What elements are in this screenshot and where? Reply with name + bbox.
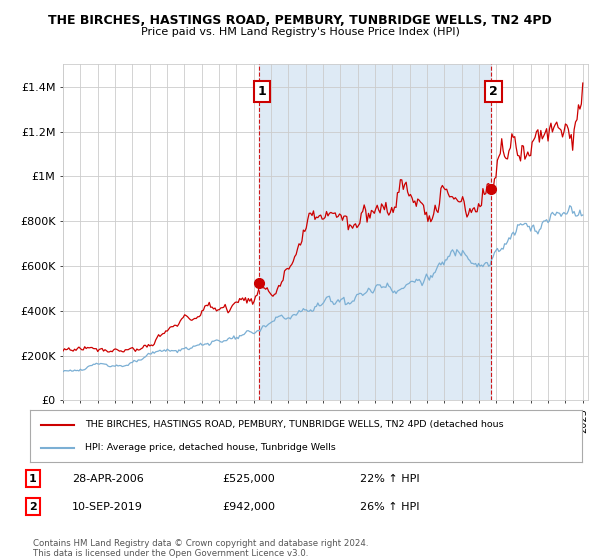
- Text: 22% ↑ HPI: 22% ↑ HPI: [360, 474, 419, 484]
- Text: THE BIRCHES, HASTINGS ROAD, PEMBURY, TUNBRIDGE WELLS, TN2 4PD (detached hous: THE BIRCHES, HASTINGS ROAD, PEMBURY, TUN…: [85, 421, 504, 430]
- Bar: [259, 64, 491, 400]
- Text: 2: 2: [489, 85, 498, 98]
- Text: 28-APR-2006: 28-APR-2006: [72, 474, 144, 484]
- Text: 1: 1: [257, 85, 266, 98]
- Text: 10-SEP-2019: 10-SEP-2019: [72, 502, 143, 512]
- Text: HPI: Average price, detached house, Tunbridge Wells: HPI: Average price, detached house, Tunb…: [85, 443, 336, 452]
- Text: £525,000: £525,000: [222, 474, 275, 484]
- Text: 2: 2: [29, 502, 37, 512]
- Text: 1: 1: [29, 474, 37, 484]
- Text: £942,000: £942,000: [222, 502, 275, 512]
- Text: Contains HM Land Registry data © Crown copyright and database right 2024.
This d: Contains HM Land Registry data © Crown c…: [33, 539, 368, 558]
- Text: 26% ↑ HPI: 26% ↑ HPI: [360, 502, 419, 512]
- Text: THE BIRCHES, HASTINGS ROAD, PEMBURY, TUNBRIDGE WELLS, TN2 4PD: THE BIRCHES, HASTINGS ROAD, PEMBURY, TUN…: [48, 14, 552, 27]
- Text: Price paid vs. HM Land Registry's House Price Index (HPI): Price paid vs. HM Land Registry's House …: [140, 27, 460, 37]
